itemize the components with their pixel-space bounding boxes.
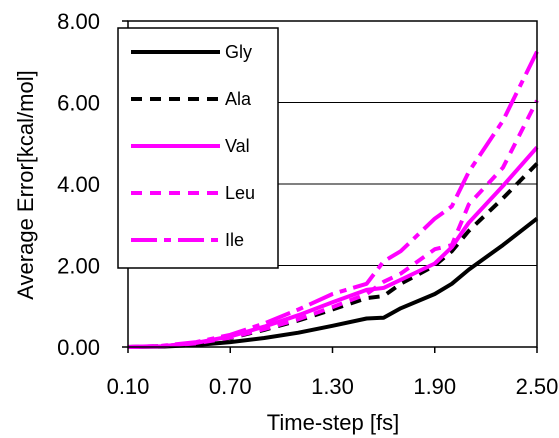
- y-axis-label: Average Error[kcal/mol]: [13, 70, 38, 299]
- x-tick-label: 1.90: [413, 374, 456, 399]
- y-tick-label: 8.00: [57, 9, 100, 34]
- legend-label: Val: [225, 136, 250, 156]
- y-tick-label: 0.00: [57, 335, 100, 360]
- series-line-leu: [127, 99, 539, 349]
- x-tick-label: 2.50: [516, 374, 559, 399]
- x-tick-label: 1.30: [311, 374, 354, 399]
- x-axis-label: Time-step [fs]: [267, 410, 399, 435]
- legend-label: Gly: [225, 42, 252, 62]
- x-axis-ticks: 0.10 0.70 1.30 1.90 2.50: [107, 347, 559, 399]
- legend-label: Ile: [225, 230, 244, 250]
- x-tick-label: 0.10: [107, 374, 150, 399]
- legend: Gly Ala Val Leu Ile: [117, 27, 279, 269]
- y-tick-label: 2.00: [57, 254, 100, 279]
- y-tick-label: 4.00: [57, 172, 100, 197]
- legend-label: Leu: [225, 183, 255, 203]
- legend-label: Ala: [225, 89, 252, 109]
- series-line-ile: [127, 50, 539, 349]
- series-line-gly: [127, 217, 539, 349]
- series-lines: [127, 50, 539, 349]
- x-tick-label: 0.70: [209, 374, 252, 399]
- y-tick-label: 6.00: [57, 91, 100, 116]
